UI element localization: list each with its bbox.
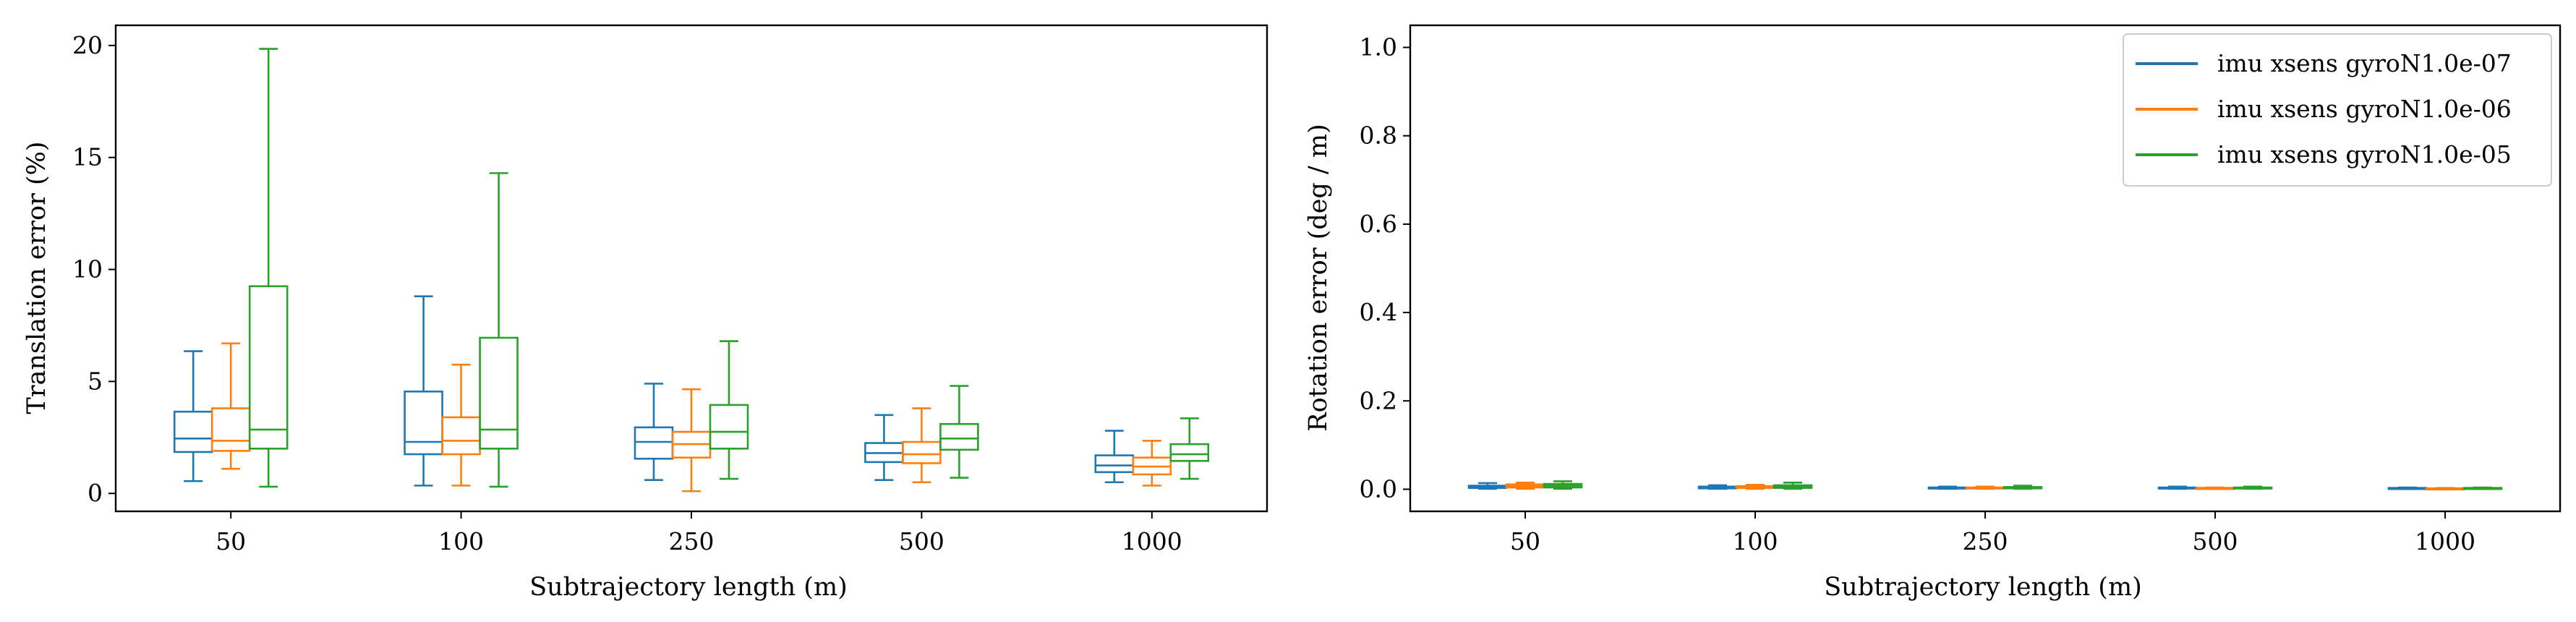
box xyxy=(173,410,213,453)
box-plot xyxy=(902,407,942,484)
x-tick-label: 1000 xyxy=(2415,527,2475,555)
x-tick-label: 100 xyxy=(1733,527,1778,555)
box-plot xyxy=(2425,487,2465,491)
box-plot xyxy=(1132,440,1172,487)
box-plot xyxy=(1543,480,1583,490)
left-x-axis-label: Subtrajectory length (m) xyxy=(529,573,848,602)
box-plot xyxy=(864,414,904,481)
box-plot xyxy=(173,350,213,482)
box-plot xyxy=(1927,485,1968,490)
box-plot xyxy=(2232,485,2273,490)
box-plot xyxy=(939,385,979,479)
box-plot xyxy=(1735,484,1775,490)
box-plot xyxy=(2003,485,2043,490)
x-tick-label: 250 xyxy=(1963,527,2008,555)
box xyxy=(939,422,979,451)
x-tick-label: 100 xyxy=(438,527,484,555)
box xyxy=(248,285,289,450)
legend-label: imu xsens gyroN1.0e-06 xyxy=(2217,95,2512,123)
box xyxy=(479,336,519,450)
box-plot xyxy=(2195,486,2235,490)
box xyxy=(441,416,481,456)
x-tick-label: 1000 xyxy=(1122,527,1182,555)
box xyxy=(709,404,749,450)
rotation-error-panel: Subtrajectory length (m) Rotation error … xyxy=(1304,24,2562,602)
left-y-axis-label: Translation error (%) xyxy=(22,141,51,414)
y-tick-label: 5 xyxy=(88,367,103,395)
x-tick-label: 500 xyxy=(2193,527,2238,555)
y-tick-label: 0.0 xyxy=(1360,474,1397,503)
plot-frame xyxy=(114,24,1268,513)
plot-frame xyxy=(1409,24,2562,513)
box-plot xyxy=(1094,430,1135,484)
y-tick-label: 0.4 xyxy=(1360,298,1397,326)
box-plot xyxy=(1697,484,1738,490)
box-plot xyxy=(210,342,251,470)
box-plot xyxy=(2387,486,2428,490)
box xyxy=(1169,443,1210,462)
box-plot xyxy=(248,48,289,488)
y-tick-label: 0.6 xyxy=(1360,210,1397,238)
box-plot xyxy=(1169,417,1210,480)
y-tick-label: 15 xyxy=(72,143,103,171)
box-plot xyxy=(2157,485,2198,490)
y-tick-label: 0 xyxy=(88,479,103,507)
box xyxy=(404,391,443,456)
box-plot xyxy=(1467,482,1508,490)
box-plot xyxy=(441,363,481,487)
x-tick-label: 250 xyxy=(669,527,715,555)
box-plot xyxy=(479,172,519,488)
box-plot xyxy=(1505,481,1545,490)
right-x-axis-label: Subtrajectory length (m) xyxy=(1824,573,2142,602)
box-plot xyxy=(2462,486,2503,490)
legend: imu xsens gyroN1.0e-07 imu xsens gyroN1.0… xyxy=(2123,33,2552,187)
box-plot xyxy=(1773,481,1813,490)
x-tick-label: 50 xyxy=(1510,527,1540,555)
y-tick-label: 20 xyxy=(72,31,103,59)
box-plot xyxy=(709,340,749,480)
y-tick-label: 0.2 xyxy=(1360,386,1397,414)
box-plot xyxy=(404,295,443,487)
x-tick-label: 50 xyxy=(216,527,246,555)
x-tick-label: 500 xyxy=(899,527,944,555)
box xyxy=(902,440,942,464)
legend-label: imu xsens gyroN1.0e-05 xyxy=(2217,140,2512,169)
y-tick-label: 0.8 xyxy=(1360,122,1397,150)
box-plot xyxy=(671,388,712,493)
box xyxy=(634,426,674,460)
right-y-axis-label: Rotation error (deg / m) xyxy=(1304,124,1333,432)
y-tick-label: 10 xyxy=(72,255,103,284)
box-plot xyxy=(634,383,674,481)
translation-error-panel: Subtrajectory length (m) Translation err… xyxy=(22,24,1268,602)
legend-label: imu xsens gyroN1.0e-07 xyxy=(2217,49,2512,77)
box-plot xyxy=(1965,485,2005,490)
legend-frame xyxy=(2123,33,2552,187)
y-tick-label: 1.0 xyxy=(1360,33,1397,61)
box xyxy=(210,407,251,452)
box xyxy=(1094,454,1135,474)
